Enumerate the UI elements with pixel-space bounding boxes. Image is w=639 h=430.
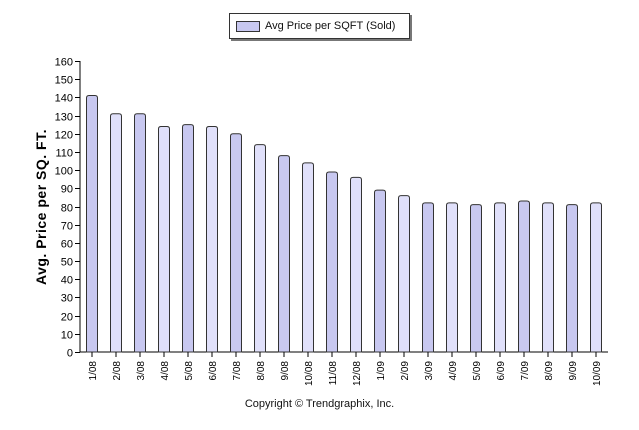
bar-6-09 (494, 202, 506, 353)
y-tick-label: 110 (55, 148, 73, 160)
bar-6-08 (206, 125, 218, 353)
y-tick-label: 40 (61, 275, 73, 287)
x-tick-label: 9/09 (568, 361, 579, 381)
x-tick-label: 4/09 (448, 361, 459, 381)
y-tick-label: 120 (55, 130, 73, 142)
y-tick-label: 70 (61, 221, 73, 233)
x-tick-label: 3/08 (136, 361, 147, 381)
legend-swatch (236, 20, 260, 32)
x-tick-label: 9/08 (280, 361, 291, 381)
bar-2-09 (398, 195, 410, 353)
y-tick-label: 90 (61, 184, 73, 196)
y-tick-label: 140 (55, 93, 73, 105)
bar-8-08 (254, 144, 266, 353)
y-tick-label: 100 (55, 166, 73, 178)
x-tick-label: 6/09 (496, 361, 507, 381)
bar-3-08 (134, 113, 146, 353)
x-tick-label: 4/08 (160, 361, 171, 381)
x-tick-label: 11/08 (328, 361, 339, 386)
bar-10-09 (590, 202, 602, 353)
bar-10-08 (302, 162, 314, 353)
x-tick-label: 3/09 (424, 361, 435, 381)
x-tick-label: 5/09 (472, 361, 483, 381)
x-tick-label: 10/09 (592, 361, 603, 386)
x-tick-label: 1/08 (88, 361, 99, 381)
x-tick-label: 7/09 (520, 361, 531, 381)
bar-7-09 (518, 200, 530, 353)
legend-label: Avg Price per SQFT (Sold) (265, 20, 396, 32)
y-tick-label: 0 (67, 348, 73, 360)
y-tick-label: 150 (55, 75, 73, 87)
x-tick-label: 10/08 (304, 361, 315, 386)
x-tick-label: 2/09 (400, 361, 411, 381)
bar-5-09 (470, 204, 482, 353)
x-tick-label: 12/08 (352, 361, 363, 386)
bar-1-08 (86, 95, 98, 353)
bar-7-08 (230, 133, 242, 353)
x-tick-label: 8/09 (544, 361, 555, 381)
x-tick-label: 6/08 (208, 361, 219, 381)
y-tick-label: 20 (61, 312, 73, 324)
bar-11-08 (326, 171, 338, 353)
y-tick-label: 160 (55, 57, 73, 69)
y-tick-label: 80 (61, 203, 73, 215)
bar-2-08 (110, 113, 122, 353)
x-tick-label: 2/08 (112, 361, 123, 381)
bar-12-08 (350, 176, 362, 353)
bar-1-09 (374, 189, 386, 353)
y-tick-label: 30 (61, 293, 73, 305)
x-tick-label: 8/08 (256, 361, 267, 381)
x-tick-label: 7/08 (232, 361, 243, 381)
y-tick-label: 60 (61, 239, 73, 251)
y-tick-label: 130 (55, 112, 73, 124)
chart-legend: Avg Price per SQFT (Sold) (229, 13, 410, 39)
bar-5-08 (182, 124, 194, 353)
y-tick-label: 50 (61, 257, 73, 269)
bar-4-09 (446, 202, 458, 353)
y-tick-label: 10 (61, 330, 73, 342)
bar-4-08 (158, 125, 170, 353)
x-tick-label: 5/08 (184, 361, 195, 381)
bar-8-09 (542, 202, 554, 353)
bar-9-08 (278, 155, 290, 353)
bar-3-09 (422, 202, 434, 353)
copyright-text: Copyright © Trendgraphix, Inc. (244, 398, 395, 410)
bar-9-09 (566, 204, 578, 353)
x-tick-label: 1/09 (376, 361, 387, 381)
